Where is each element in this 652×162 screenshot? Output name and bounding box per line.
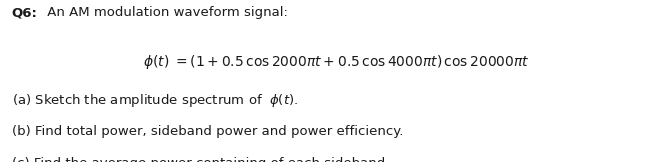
Text: (b) Find total power, sideband power and power efficiency.: (b) Find total power, sideband power and… — [12, 125, 403, 138]
Text: $\phi(t)$ $= (1 + 0.5\,\mathrm{cos}\,2000\pi t + 0.5\,\mathrm{cos}\,4000\pi t)\,: $\phi(t)$ $= (1 + 0.5\,\mathrm{cos}\,200… — [143, 53, 530, 71]
Text: Q6:: Q6: — [12, 6, 38, 19]
Text: (a) Sketch the amplitude spectrum of  $\phi(t)$.: (a) Sketch the amplitude spectrum of $\p… — [12, 92, 298, 109]
Text: (c) Find the average power containing of each sideband.: (c) Find the average power containing of… — [12, 157, 389, 162]
Text: An AM modulation waveform signal:: An AM modulation waveform signal: — [43, 6, 288, 19]
